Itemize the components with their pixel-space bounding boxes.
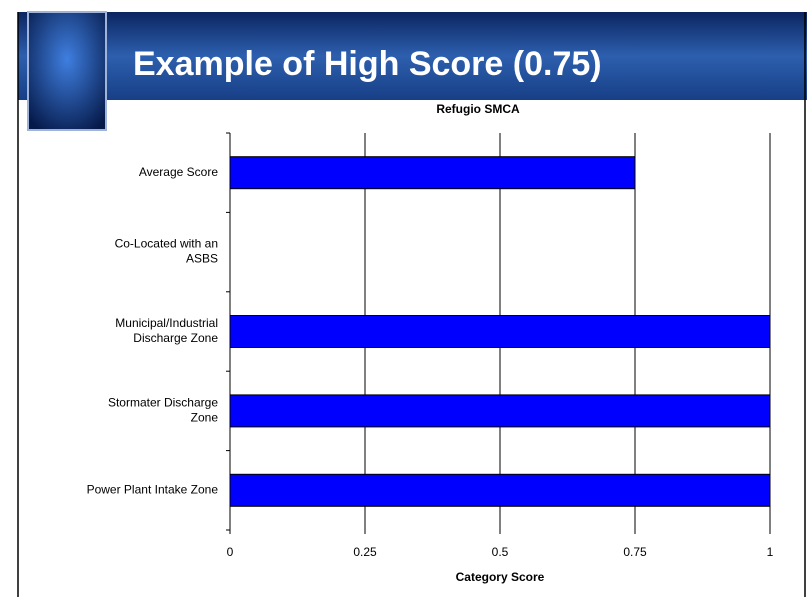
header-picture <box>27 11 107 131</box>
slide-title: Example of High Score (0.75) <box>133 45 602 83</box>
bar <box>229 394 771 428</box>
bar <box>229 473 771 507</box>
x-tick-label: 0.25 <box>353 545 377 559</box>
bar <box>229 315 771 348</box>
x-tick-label: 1 <box>767 545 774 559</box>
x-tick-label: 0 <box>227 545 234 559</box>
header-band <box>18 12 807 100</box>
x-axis-title: Category Score <box>456 570 545 584</box>
y-tick-label: Power Plant Intake Zone <box>87 482 219 496</box>
chart-title: Refugio SMCA <box>436 102 520 116</box>
bar <box>229 156 636 190</box>
x-tick-label: 0.75 <box>623 545 647 559</box>
y-tick-label: Municipal/Industrial Discharge Zone <box>115 316 218 345</box>
y-tick-label: Average Score <box>139 165 218 179</box>
y-tick-label: Co-Located with an ASBS <box>115 237 218 266</box>
x-tick-label: 0.5 <box>492 545 509 559</box>
y-tick-label: Stormater Discharge Zone <box>108 396 218 425</box>
